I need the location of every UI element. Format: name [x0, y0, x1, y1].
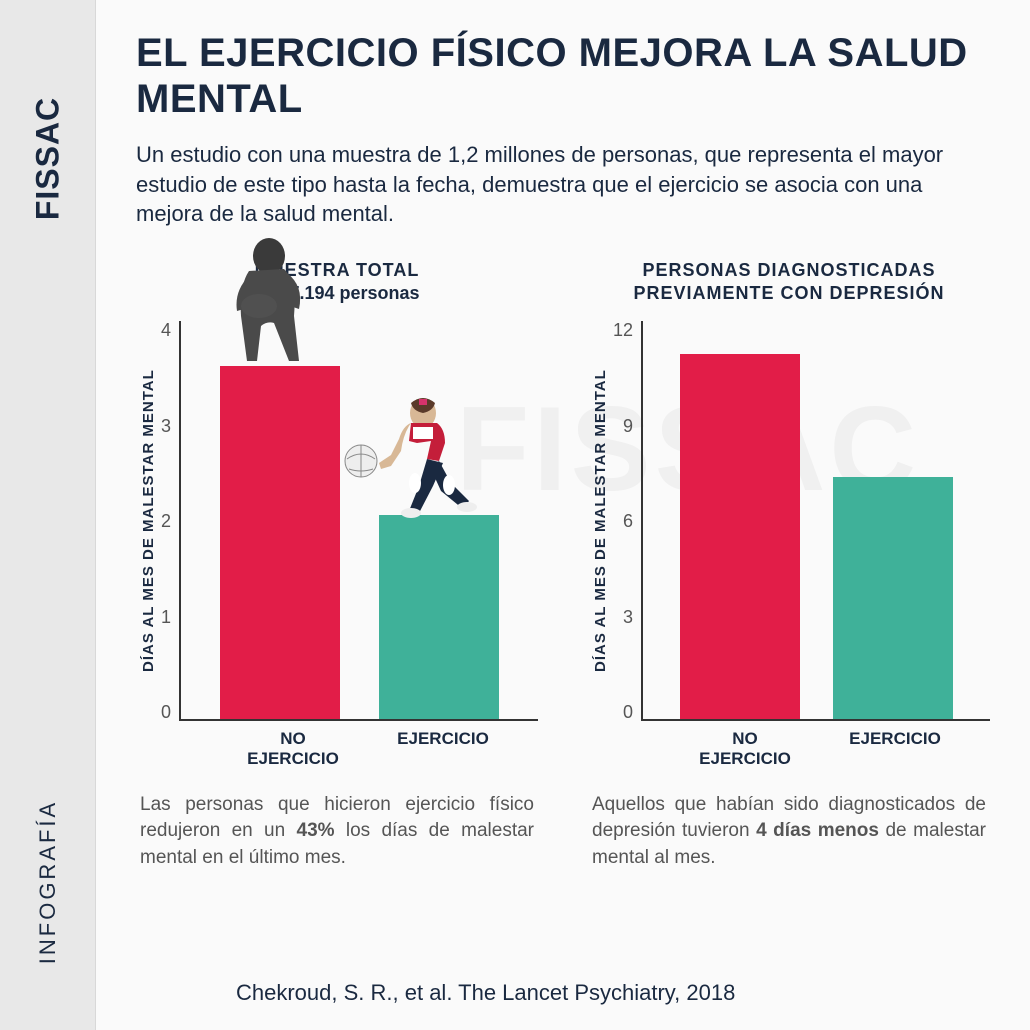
volleyball-player-icon [331, 391, 491, 521]
x-label: NOEJERCICIO [685, 729, 805, 770]
bar [833, 477, 953, 719]
x-label: NOEJERCICIO [233, 729, 353, 770]
main-content: FISSAC EL EJERCICIO FÍSICO MEJORA LA SAL… [96, 0, 1030, 1030]
y-tick: 4 [161, 321, 171, 339]
y-axis-label-right: DÍAS AL MES DE MALESTAR MENTAL [588, 321, 613, 721]
chart-depression: PERSONAS DIAGNOSTICADAS PREVIAMENTE CON … [588, 259, 990, 872]
page-subtitle: Un estudio con una muestra de 1,2 millon… [136, 140, 990, 229]
chart-right-title-line2: PREVIAMENTE CON DEPRESIÓN [588, 282, 990, 305]
y-axis-label-left: DÍAS AL MES DE MALESTAR MENTAL [136, 321, 161, 721]
y-tick: 2 [161, 512, 171, 530]
chart-left-area: DÍAS AL MES DE MALESTAR MENTAL 4 3 2 1 0 [136, 321, 538, 721]
y-tick: 0 [161, 703, 171, 721]
chart-right-area: DÍAS AL MES DE MALESTAR MENTAL 12 9 6 3 0 [588, 321, 990, 721]
plot-right [641, 321, 990, 721]
caption-right-bold: 4 días menos [756, 820, 879, 841]
sad-person-icon [199, 231, 349, 371]
chart-right-title-line1: PERSONAS DIAGNOSTICADAS [588, 259, 990, 282]
y-tick: 3 [161, 417, 171, 435]
chart-left-caption: Las personas que hicieron ejercicio físi… [136, 792, 538, 872]
x-labels-left: NOEJERCICIO EJERCICIO [198, 721, 538, 770]
y-tick: 1 [161, 608, 171, 626]
sidebar-section-label: INFOGRAFÍA [35, 800, 61, 964]
y-tick: 0 [623, 703, 633, 721]
plot-left [179, 321, 538, 721]
chart-right-title: PERSONAS DIAGNOSTICADAS PREVIAMENTE CON … [588, 259, 990, 309]
y-tick: 12 [613, 321, 633, 339]
x-label: EJERCICIO [835, 729, 955, 770]
x-label: EJERCICIO [383, 729, 503, 770]
y-tick: 3 [623, 608, 633, 626]
y-ticks-right: 12 9 6 3 0 [613, 321, 641, 721]
chart-right-caption: Aquellos que habían sido diagnosticados … [588, 792, 990, 872]
page-title: EL EJERCICIO FÍSICO MEJORA LA SALUD MENT… [136, 30, 990, 122]
citation: Chekroud, S. R., et al. The Lancet Psych… [236, 980, 735, 1006]
y-tick: 9 [623, 417, 633, 435]
y-ticks-left: 4 3 2 1 0 [161, 321, 179, 721]
sidebar: FISSAC INFOGRAFÍA [0, 0, 96, 1030]
caption-left-bold: 43% [297, 820, 335, 841]
charts-row: MUESTRA TOTAL 1.237.194 personas DÍAS AL… [136, 259, 990, 872]
x-labels-right: NOEJERCICIO EJERCICIO [650, 721, 990, 770]
y-tick: 6 [623, 512, 633, 530]
brand-logo: FISSAC [29, 97, 66, 220]
chart-total-sample: MUESTRA TOTAL 1.237.194 personas DÍAS AL… [136, 259, 538, 872]
bar [680, 354, 800, 719]
bar [220, 366, 340, 719]
bar [379, 515, 499, 719]
